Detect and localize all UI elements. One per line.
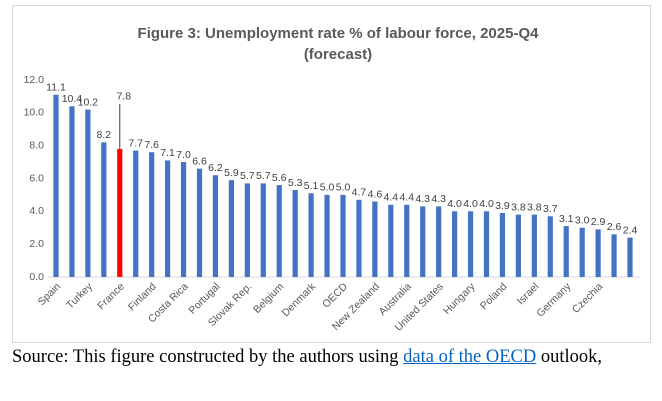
data-label: 3.9 [495, 200, 510, 212]
data-label: 7.6 [144, 139, 159, 151]
data-label: 6.6 [192, 155, 207, 167]
data-label: 4.0 [447, 198, 462, 210]
bar [356, 199, 362, 277]
bar [260, 183, 266, 277]
data-label: 4.0 [479, 198, 494, 210]
data-label: 4.0 [463, 198, 478, 210]
chart-title: Figure 3: Unemployment rate % of labour … [138, 25, 540, 42]
bar [436, 206, 442, 277]
data-label: 7.1 [160, 147, 175, 159]
data-label: 8.2 [97, 129, 112, 141]
chart: Figure 3: Unemployment rate % of labour … [12, 5, 651, 343]
bar [292, 189, 298, 277]
source-note: Source: This figure constructed by the a… [12, 346, 652, 369]
bar [133, 150, 139, 277]
bar [563, 226, 569, 277]
y-tick-label: 2.0 [29, 238, 44, 250]
data-label: 3.8 [511, 201, 526, 213]
data-label: 5.7 [256, 170, 271, 182]
data-label: 3.1 [559, 213, 574, 225]
bar [212, 175, 219, 277]
bar [117, 148, 123, 277]
data-label: 4.4 [384, 192, 399, 204]
data-label: 5.0 [336, 182, 351, 194]
data-label: 3.8 [527, 201, 542, 213]
bar [467, 211, 474, 277]
data-label: 5.1 [304, 180, 319, 192]
data-label: 5.0 [320, 182, 335, 194]
bar [85, 109, 91, 277]
bar [388, 204, 394, 277]
data-label: 7.0 [176, 149, 191, 161]
data-label: 10.2 [78, 96, 99, 108]
data-label: 4.7 [352, 187, 367, 199]
y-tick-label: 10.0 [24, 107, 45, 119]
bar [627, 237, 633, 277]
data-label: 4.3 [415, 193, 430, 205]
bar [595, 229, 601, 277]
bar [228, 180, 234, 277]
bar [276, 185, 282, 277]
bar [101, 142, 107, 277]
y-tick-label: 0.0 [29, 271, 44, 283]
bar [149, 152, 155, 277]
bar [165, 160, 171, 277]
data-label: 2.4 [623, 224, 638, 236]
bar [452, 211, 458, 277]
source-link[interactable]: data of the OECD [403, 347, 537, 367]
bar [308, 193, 314, 277]
source-text: Source: This figure constructed by the a… [12, 347, 404, 367]
bar [579, 227, 585, 277]
bar [515, 214, 521, 277]
data-label: 5.9 [224, 167, 239, 179]
bar [547, 216, 553, 277]
bar [180, 162, 187, 277]
data-label: 2.9 [591, 216, 606, 228]
bar [196, 168, 203, 277]
bar [372, 201, 378, 277]
data-label: 6.2 [208, 162, 223, 174]
data-label: 5.7 [240, 170, 255, 182]
y-tick-label: 4.0 [29, 205, 44, 217]
bar [531, 214, 537, 277]
data-label: 5.6 [272, 172, 287, 184]
bar [244, 183, 250, 277]
bar [340, 194, 346, 277]
y-tick-label: 6.0 [29, 172, 44, 184]
bar [499, 212, 506, 277]
data-label: 2.6 [607, 221, 622, 233]
data-label: 11.1 [46, 82, 66, 94]
bar [404, 204, 410, 277]
data-label: 5.3 [288, 177, 303, 189]
data-label: 4.6 [368, 188, 383, 200]
data-label: 3.7 [543, 203, 558, 215]
bar [611, 234, 617, 277]
data-label: 4.4 [399, 192, 414, 204]
y-tick-label: 12.0 [24, 74, 45, 86]
bar [69, 106, 75, 278]
bar [324, 194, 330, 277]
source-tail: outlook, [536, 347, 603, 367]
data-label: 7.8 [116, 91, 131, 103]
data-label: 3.0 [575, 215, 590, 227]
bar [483, 211, 490, 277]
data-label: 10.4 [62, 93, 83, 105]
data-label: 7.7 [128, 137, 143, 149]
bar [420, 206, 426, 277]
bar [53, 94, 59, 278]
y-tick-label: 8.0 [29, 139, 44, 151]
data-label: 4.3 [431, 193, 446, 205]
chart-subtitle: (forecast) [304, 46, 372, 63]
